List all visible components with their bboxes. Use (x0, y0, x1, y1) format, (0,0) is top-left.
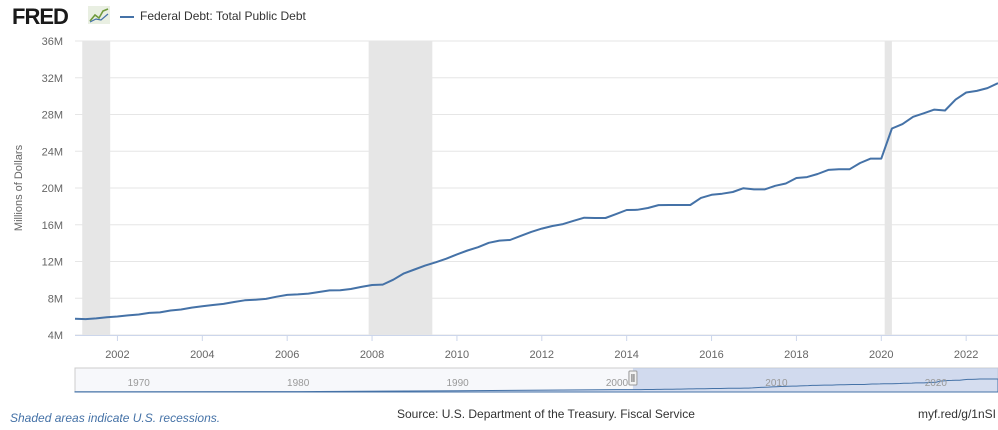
x-tick-label: 2006 (275, 349, 299, 361)
series-line[interactable] (74, 82, 998, 321)
x-tick-label: 2014 (614, 349, 638, 361)
x-tick-label: 2012 (530, 349, 554, 361)
recession-note: Shaded areas indicate U.S. recessions. (10, 411, 221, 425)
x-tick-label: 2008 (360, 349, 384, 361)
y-tick-label: 32M (42, 73, 63, 85)
source-note[interactable]: Source: U.S. Department of the Treasury.… (397, 407, 695, 421)
y-tick-label: 28M (42, 110, 63, 122)
navigator-handle-left[interactable] (628, 370, 638, 386)
legend-label: Federal Debt: Total Public Debt (140, 9, 306, 23)
x-tick-label: 2020 (869, 349, 893, 361)
y-tick-label: 16M (42, 220, 63, 232)
navigator-tick-label: 1980 (287, 378, 310, 389)
y-tick-label: 8M (48, 293, 63, 305)
y-tick-label: 36M (42, 36, 63, 48)
x-tick-label: 2004 (190, 349, 214, 361)
line-chart-icon (88, 6, 110, 24)
x-tick-label: 2002 (105, 349, 129, 361)
legend-item[interactable]: Federal Debt: Total Public Debt (120, 9, 306, 23)
chart-header: FRED Federal Debt: Total Public Debt (0, 0, 998, 32)
x-tick-label: 2018 (784, 349, 808, 361)
navigator-tick-label: 2000 (606, 378, 629, 389)
navigator-tick-label: 2010 (765, 378, 788, 389)
legend-swatch (120, 15, 134, 18)
navigator-tick-label: 1990 (446, 378, 469, 389)
debt-line-chart[interactable]: 4M 8M 12M 16M 20M 24M 28M 32M 36M 2002 2004 2006 200… (0, 0, 998, 400)
navigator-tick-label: 2020 (925, 378, 948, 389)
x-tick-label: 2016 (699, 349, 723, 361)
short-url[interactable]: myf.red/g/1nSI (917, 407, 996, 421)
y-axis-title: Millions of Dollars (13, 144, 25, 231)
y-tick-label: 4M (48, 330, 63, 342)
x-tick-label: 2010 (445, 349, 469, 361)
navigator-series-area (74, 378, 998, 393)
x-tick-label: 2022 (954, 349, 978, 361)
fred-logo[interactable]: FRED (12, 4, 69, 29)
y-tick-label: 20M (42, 183, 63, 195)
y-tick-label: 24M (42, 146, 63, 158)
y-tick-label: 12M (42, 257, 63, 269)
navigator-tick-label: 1970 (128, 378, 151, 389)
